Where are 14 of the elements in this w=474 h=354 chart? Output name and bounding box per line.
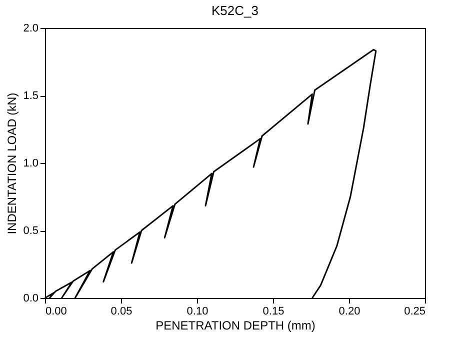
y-tick-label: 1.5: [23, 90, 38, 102]
y-tick-label: 0.5: [23, 225, 38, 237]
chart-title: K52C_3: [212, 3, 258, 18]
y-tick-label: 2.0: [23, 22, 38, 34]
y-axis-title: INDENTATION LOAD (kN): [5, 92, 20, 234]
x-tick-label: 0.00: [46, 306, 67, 318]
y-tick-label: 0.0: [23, 292, 38, 304]
x-tick-label: 0.15: [262, 306, 284, 318]
x-axis-title: PENETRATION DEPTH (mm): [156, 318, 316, 332]
x-tick-label: 0.10: [186, 306, 208, 318]
x-tick-label: 0.05: [110, 306, 132, 318]
y-tick-label: 1.0: [23, 158, 38, 170]
x-tick-label: 0.25: [404, 306, 426, 318]
x-tick-label: 0.20: [338, 306, 360, 318]
